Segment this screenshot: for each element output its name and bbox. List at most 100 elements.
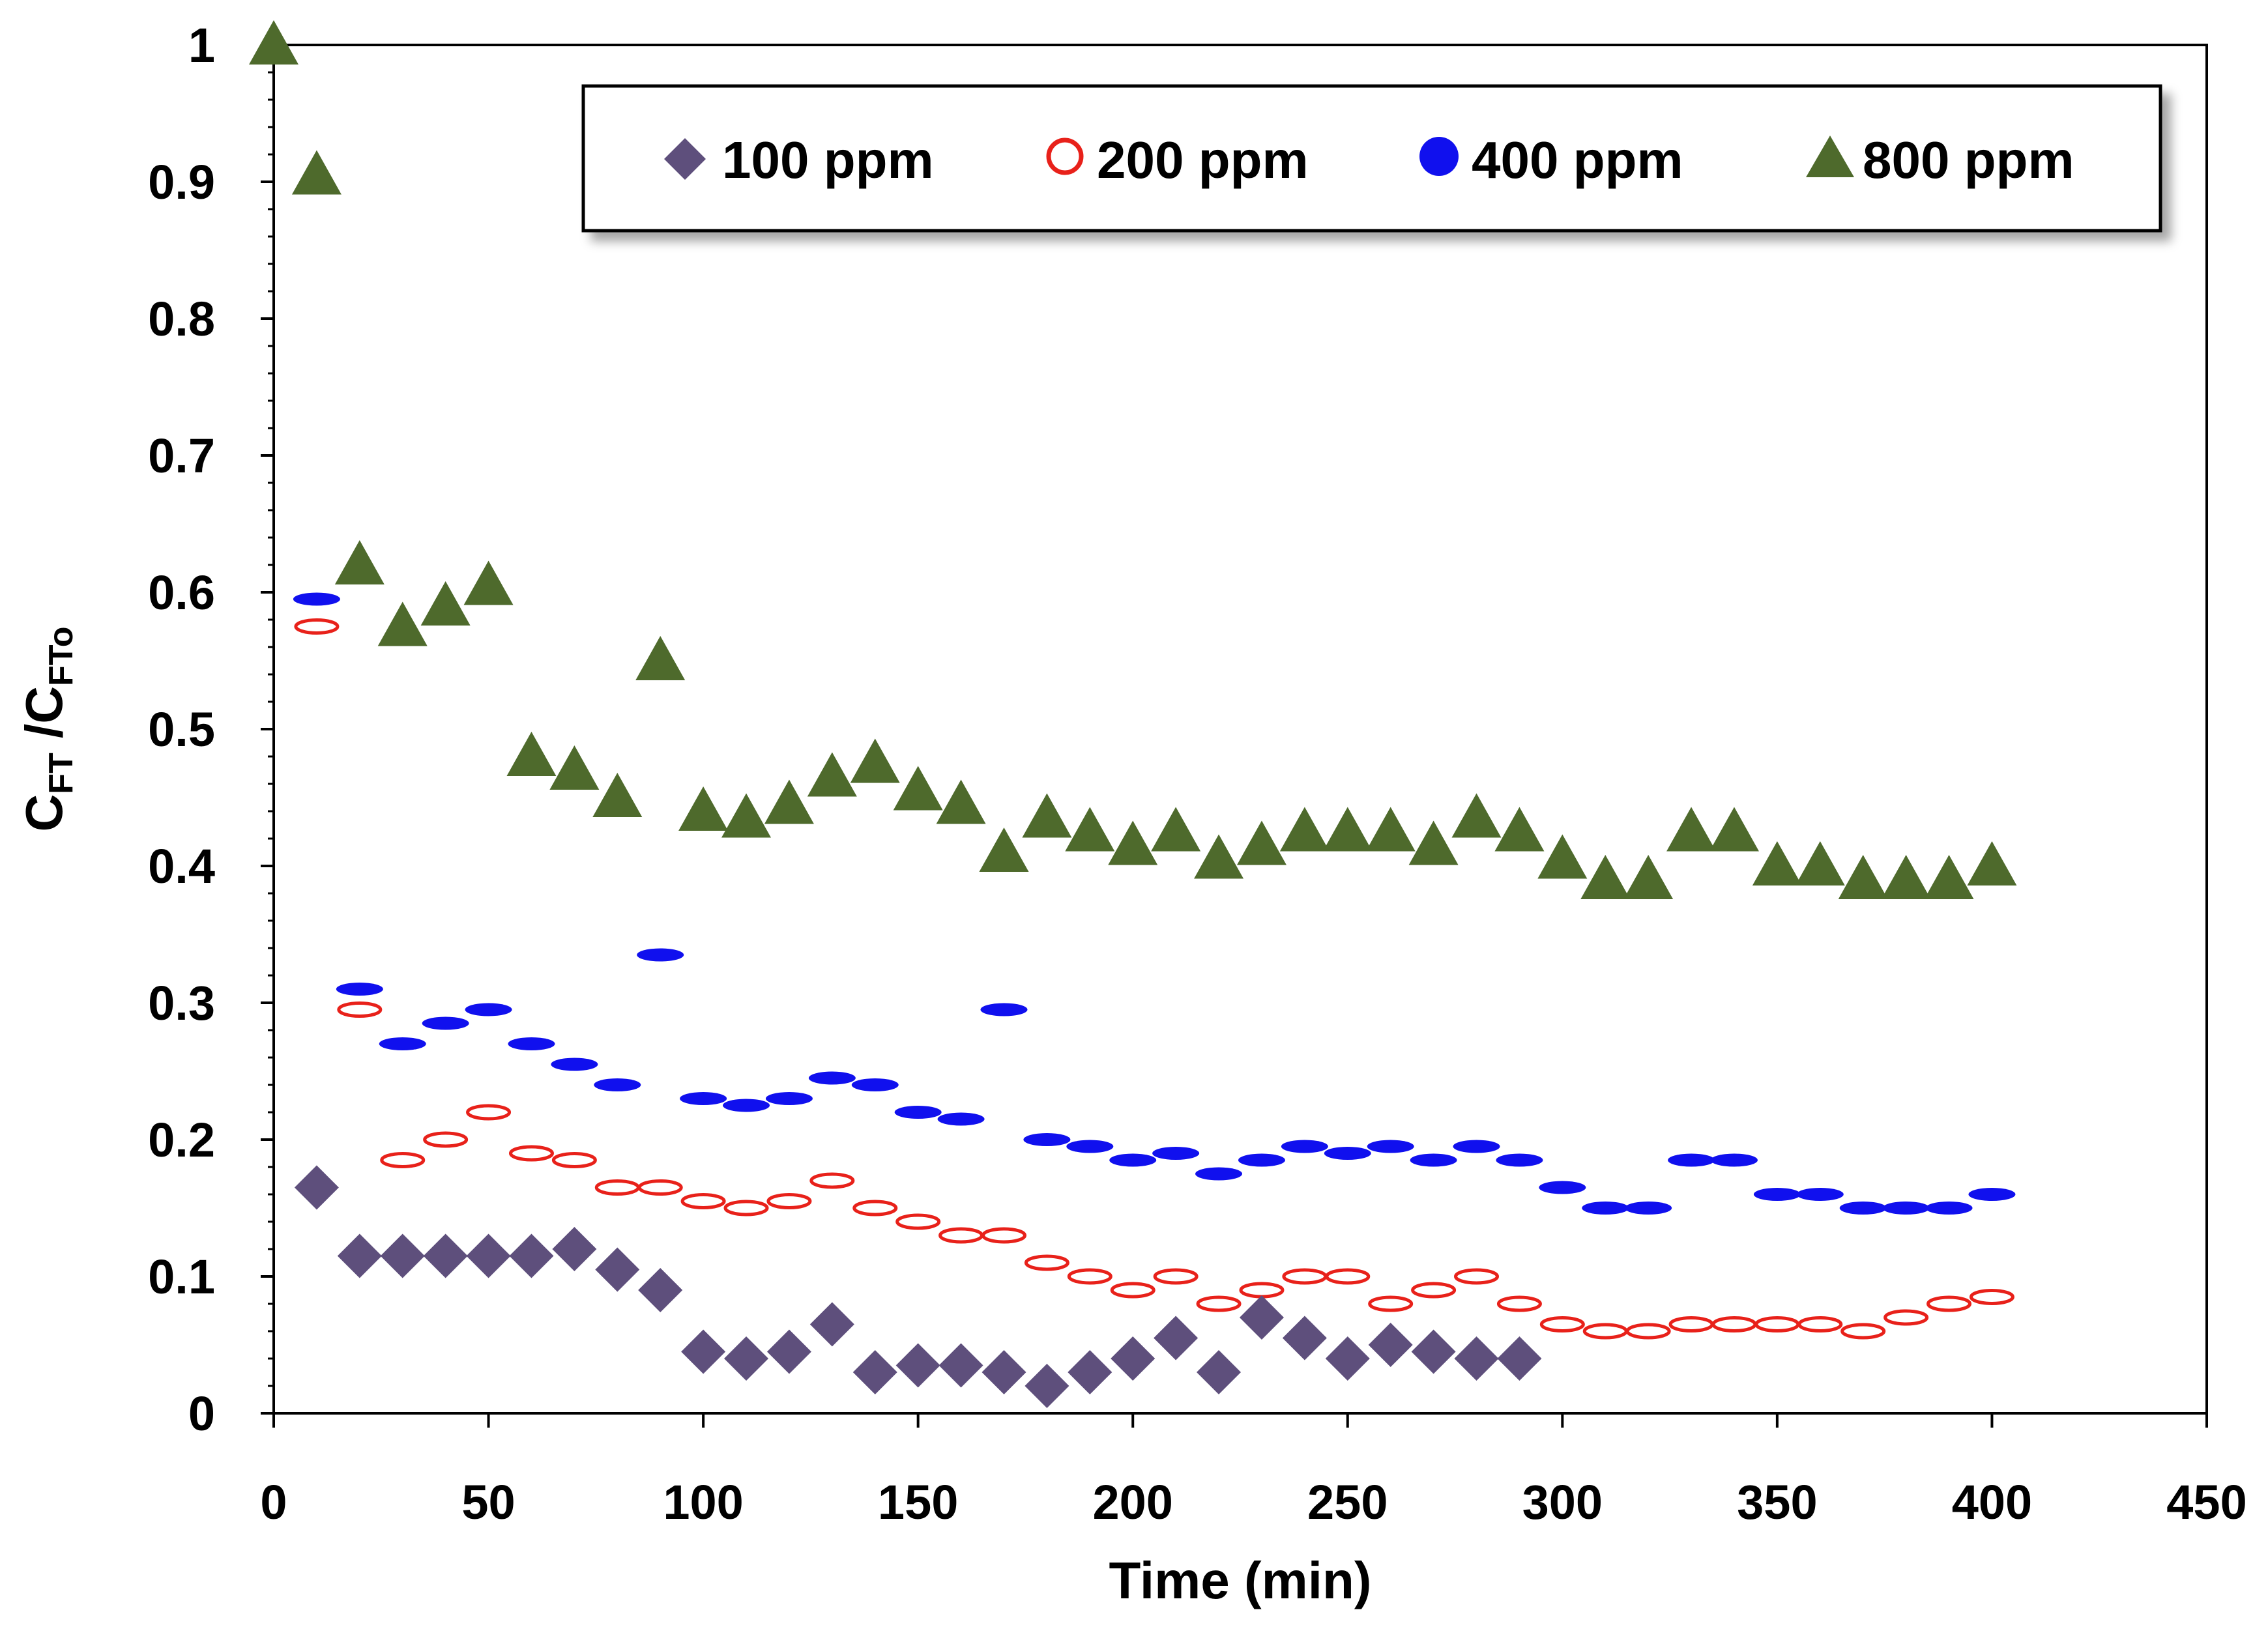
data-point-100ppm: [1025, 1364, 1069, 1408]
x-tick-label: 50: [461, 1475, 515, 1529]
data-point-200ppm: [1110, 1282, 1156, 1299]
data-point-800ppm: [1065, 807, 1115, 852]
legend-label-400ppm: 400 ppm: [1472, 131, 1683, 189]
data-point-100ppm: [294, 1165, 339, 1210]
data-point-400ppm: [1925, 1202, 1973, 1215]
data-point-200ppm: [337, 1001, 383, 1018]
data-point-400ppm: [1109, 1153, 1157, 1167]
data-point-200ppm: [380, 1152, 426, 1168]
legend-box: [581, 84, 2162, 233]
data-point-200ppm: [423, 1131, 469, 1148]
data-point-100ppm: [1111, 1336, 1156, 1381]
data-point-400ppm: [1882, 1202, 1930, 1215]
data-point-400ppm: [1839, 1202, 1887, 1215]
data-point-800ppm: [377, 601, 428, 646]
data-point-200ppm: [723, 1200, 769, 1217]
data-point-100ppm: [1325, 1336, 1370, 1381]
data-point-200ppm: [1239, 1282, 1285, 1299]
data-point-100ppm: [809, 1302, 854, 1347]
data-point-400ppm: [422, 1016, 469, 1030]
data-point-800ppm: [1537, 834, 1588, 879]
data-point-800ppm: [1623, 855, 1674, 899]
legend-marker-400ppm: [1419, 137, 1459, 176]
series-400ppm: [293, 592, 2016, 1215]
data-point-200ppm: [1883, 1309, 1929, 1326]
data-point-400ppm: [851, 1078, 899, 1091]
data-point-400ppm: [1324, 1147, 1371, 1160]
x-tick-label: 300: [1522, 1475, 1603, 1529]
data-point-100ppm: [423, 1233, 468, 1278]
data-point-100ppm: [1197, 1350, 1242, 1394]
y-tick-label: 0.2: [148, 1113, 215, 1167]
data-point-400ppm: [508, 1037, 555, 1050]
data-point-200ppm: [1840, 1323, 1886, 1340]
data-point-800ppm: [979, 828, 1029, 872]
data-point-400ppm: [1453, 1140, 1500, 1153]
data-point-200ppm: [981, 1227, 1026, 1244]
data-point-400ppm: [379, 1037, 426, 1050]
series-200ppm: [294, 618, 2014, 1340]
data-point-100ppm: [1454, 1336, 1499, 1381]
data-point-100ppm: [938, 1343, 983, 1388]
data-point-400ppm: [594, 1078, 641, 1091]
data-point-800ppm: [1580, 855, 1631, 899]
data-point-400ppm: [1796, 1188, 1844, 1201]
data-point-400ppm: [336, 983, 383, 996]
data-point-800ppm: [1494, 807, 1545, 852]
data-point-200ppm: [1368, 1295, 1414, 1312]
data-point-400ppm: [680, 1092, 727, 1105]
data-point-200ppm: [1668, 1316, 1714, 1332]
data-point-800ppm: [291, 150, 342, 195]
data-point-800ppm: [1322, 807, 1373, 852]
data-point-200ppm: [1325, 1268, 1371, 1285]
data-point-100ppm: [552, 1227, 597, 1271]
data-point-100ppm: [1239, 1295, 1284, 1340]
data-point-100ppm: [638, 1268, 683, 1312]
y-tick-label: 0.4: [148, 839, 215, 893]
y-tick-label: 0.8: [148, 292, 215, 346]
data-point-100ppm: [1068, 1350, 1112, 1394]
data-point-100ppm: [1282, 1316, 1327, 1361]
data-point-800ppm: [1709, 807, 1759, 852]
legend: 100 ppm 200 ppm 400 ppm 800 ppm: [581, 84, 2162, 233]
x-tick-label: 150: [878, 1475, 958, 1529]
data-point-800ppm: [1752, 841, 1802, 885]
data-point-800ppm: [1022, 793, 1072, 838]
data-point-100ppm: [981, 1350, 1026, 1394]
y-axis-title-main: C: [15, 794, 73, 832]
data-point-800ppm: [1451, 793, 1502, 838]
y-axis-ticks: [261, 44, 274, 1415]
x-tick-label: 200: [1092, 1475, 1172, 1529]
data-point-100ppm: [895, 1343, 940, 1388]
legend-marker-800ppm: [1806, 136, 1854, 177]
data-point-800ppm: [850, 738, 900, 783]
data-point-100ppm: [724, 1336, 769, 1381]
series-800ppm: [249, 20, 2017, 899]
legend-label-200ppm: 200 ppm: [1097, 131, 1309, 189]
x-axis-title: Time (min): [1109, 1551, 1371, 1609]
data-series: [249, 20, 2017, 1408]
data-point-400ppm: [1496, 1153, 1543, 1167]
data-point-200ppm: [1196, 1295, 1242, 1312]
data-point-800ppm: [1279, 807, 1330, 852]
data-point-400ppm: [980, 1003, 1028, 1016]
data-point-200ppm: [1797, 1316, 1843, 1332]
series-100ppm: [294, 1165, 1542, 1408]
data-point-400ppm: [765, 1092, 813, 1105]
data-point-400ppm: [1539, 1181, 1586, 1194]
x-tick-label: 400: [1952, 1475, 2032, 1529]
x-axis-tick-labels: 0 50 100 150 200 250 300 350 400 450: [260, 1475, 2246, 1529]
data-point-200ppm: [680, 1193, 726, 1209]
data-point-800ppm: [764, 779, 814, 824]
x-tick-label: 450: [2166, 1475, 2246, 1529]
data-point-200ppm: [551, 1152, 597, 1168]
y-axis-title: CFT /CFTo: [15, 627, 80, 832]
data-point-800ppm: [1194, 834, 1244, 879]
data-point-200ppm: [1754, 1316, 1800, 1332]
data-point-800ppm: [1924, 855, 1974, 899]
data-point-800ppm: [1151, 807, 1201, 852]
data-point-200ppm: [1067, 1268, 1112, 1285]
data-point-800ppm: [549, 745, 600, 790]
data-point-200ppm: [1582, 1323, 1628, 1340]
data-point-400ppm: [1753, 1188, 1801, 1201]
